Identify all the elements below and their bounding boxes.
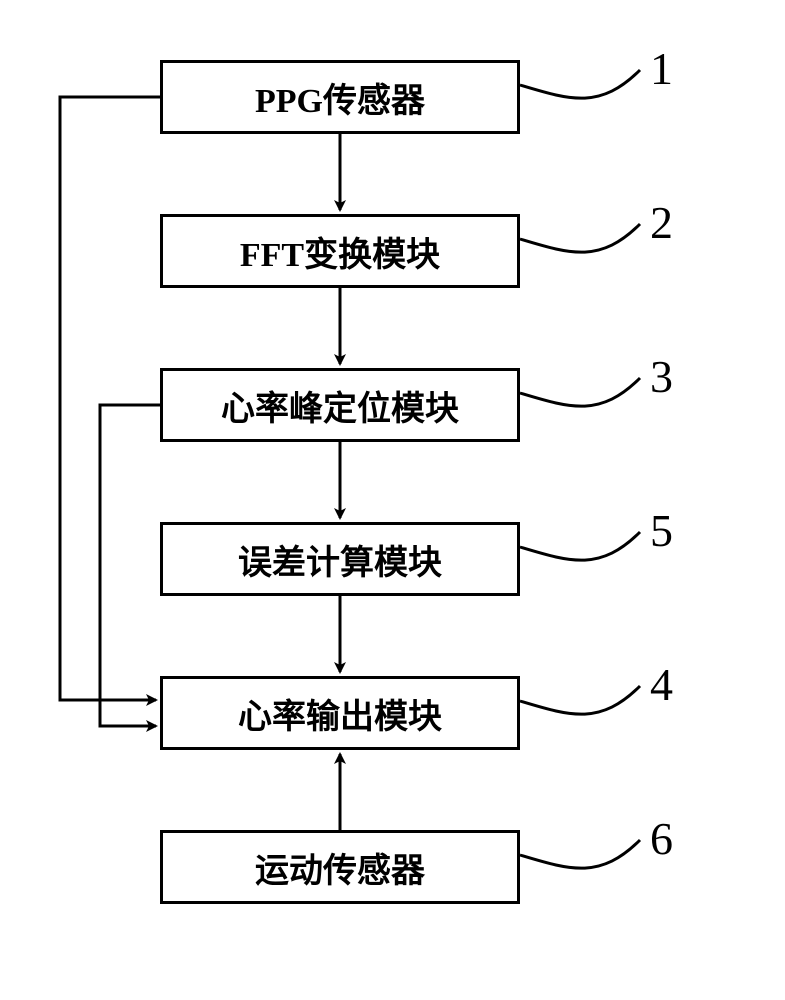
- edge-b3-b4-hook: [100, 405, 160, 726]
- block-label: 心率输出模块: [238, 689, 442, 738]
- callout-number-4: 4: [650, 658, 673, 711]
- block-label: FFT变换模块: [240, 227, 440, 276]
- callout-number-2: 2: [650, 196, 673, 249]
- block-hr-peak-locate: 心率峰定位模块: [160, 368, 520, 442]
- callout-number-1: 1: [650, 42, 673, 95]
- edge-b1-b4-hook: [60, 97, 160, 700]
- block-label: PPG传感器: [255, 73, 425, 122]
- callout-curve-4: [520, 686, 640, 714]
- callout-curve-1: [520, 70, 640, 98]
- callout-number-5: 5: [650, 504, 673, 557]
- callout-curve-2: [520, 224, 640, 252]
- callout-curve-3: [520, 378, 640, 406]
- diagram-canvas: PPG传感器 FFT变换模块 心率峰定位模块 误差计算模块 心率输出模块 运动传…: [0, 0, 785, 1000]
- block-label: 误差计算模块: [238, 535, 442, 584]
- block-motion-sensor: 运动传感器: [160, 830, 520, 904]
- block-ppg-sensor: PPG传感器: [160, 60, 520, 134]
- block-label: 运动传感器: [255, 843, 425, 892]
- block-hr-output: 心率输出模块: [160, 676, 520, 750]
- block-fft-module: FFT变换模块: [160, 214, 520, 288]
- block-label: 心率峰定位模块: [221, 381, 459, 430]
- callout-number-6: 6: [650, 812, 673, 865]
- callout-number-3: 3: [650, 350, 673, 403]
- callout-curve-6: [520, 840, 640, 868]
- block-error-calc: 误差计算模块: [160, 522, 520, 596]
- callout-curve-5: [520, 532, 640, 560]
